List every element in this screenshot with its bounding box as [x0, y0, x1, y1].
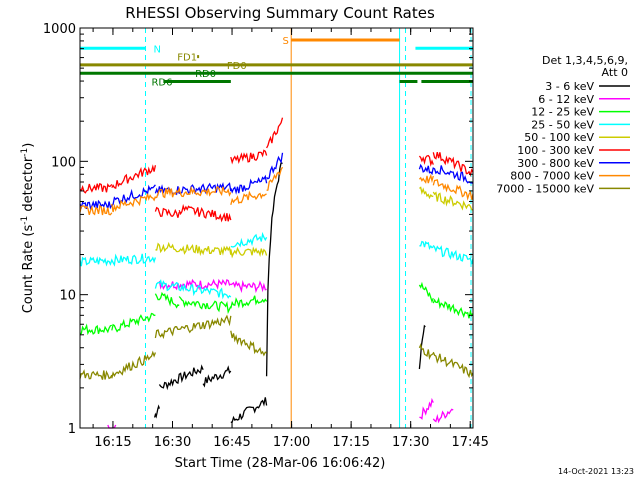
status-bar-label-s: S: [282, 36, 288, 47]
series-line-4-seg-1: [230, 246, 268, 259]
series-line-2-seg-1: [111, 312, 156, 333]
plot-area: N S FD1 FD0 RD0 RD6 16:15 16:30 16:45 17:00 17:15 1…: [43, 22, 489, 450]
x-axis-label: Start Time (28-Mar-06 16:06:42): [175, 456, 386, 471]
series-line-6-seg-1: [111, 184, 156, 207]
series-line-2-seg-6: [432, 296, 474, 319]
x-tick-label-3: 17:00: [273, 435, 310, 450]
y-tick-label-3: 1000: [43, 22, 76, 37]
series-line-7-seg-4: [266, 166, 284, 191]
status-bar-label-rd6: RD6: [151, 78, 172, 89]
y-tick-label-0: 1: [68, 422, 76, 437]
x-tick-label-1: 16:30: [154, 435, 191, 450]
series-line-1-seg-3: [419, 397, 434, 420]
timestamp: 14-Oct-2021 13:23: [558, 467, 634, 476]
series-line-4-seg-0: [155, 241, 232, 257]
series-line-7-seg-0: [79, 204, 113, 216]
series-line-0-seg-0: [153, 404, 161, 419]
status-bar-label-rd0: RD0: [195, 69, 216, 80]
x-tick-label-5: 17:30: [392, 435, 429, 450]
series-line-5-seg-6: [418, 154, 434, 167]
series-line-0-seg-5: [418, 324, 426, 370]
series-line-2-seg-3: [178, 296, 232, 315]
chart-title: RHESSI Observing Summary Count Rates: [125, 4, 435, 22]
series-line-0-seg-3: [230, 397, 268, 424]
legend-label-4: 50 - 100 keV: [524, 131, 594, 144]
series-line-6-seg-4: [266, 152, 284, 180]
x-tick-label-0: 16:15: [94, 435, 131, 450]
series-line-0-seg-2: [202, 365, 232, 388]
series-line-0-seg-1: [158, 364, 204, 391]
series-line-2-seg-4: [230, 295, 268, 309]
legend-label-8: 7000 - 15000 keV: [496, 182, 594, 195]
plot-frame: [79, 27, 474, 429]
legend-label-7: 800 - 7000 keV: [510, 170, 594, 183]
status-bar-label-n: N: [153, 44, 160, 55]
series-line-4-seg-3: [432, 191, 474, 211]
legend-label-6: 300 - 800 keV: [517, 157, 594, 170]
series-line-6-seg-6: [432, 165, 474, 184]
series-line-7-seg-5: [418, 173, 434, 184]
y-axis-label: Count Rate (s-1 detector-1): [20, 143, 36, 314]
series-line-4-seg-2: [419, 186, 434, 200]
series-line-8-seg-4: [418, 343, 434, 360]
legend-label-1: 6 - 12 keV: [538, 93, 594, 106]
series-line-8-seg-2: [154, 314, 232, 340]
series-line-5-seg-3: [178, 203, 232, 223]
series-line-1-seg-2: [230, 279, 267, 294]
series-line-5-seg-0: [79, 182, 113, 194]
series-line-3-seg-2: [230, 231, 268, 248]
legend-label-3: 25 - 50 keV: [531, 118, 594, 131]
y-tick-label-1: 10: [59, 289, 76, 304]
series-line-5-seg-7: [432, 151, 474, 177]
series-line-8-seg-0: [79, 369, 113, 380]
x-tick-label-6: 17:45: [451, 435, 488, 450]
series-line-3-seg-4: [432, 245, 474, 265]
status-bar-label-fd0: FD0: [227, 61, 247, 72]
legend-label-5: 100 - 300 keV: [517, 144, 594, 157]
series-line-6-seg-5: [418, 163, 434, 176]
series-line-7-seg-2: [155, 185, 232, 199]
legend-header-1: Att 0: [602, 66, 628, 79]
series-line-5-seg-4: [230, 149, 268, 165]
series-line-7-seg-6: [432, 179, 474, 201]
series-line-3-seg-3: [419, 240, 434, 251]
series-line-2-seg-2: [154, 291, 180, 309]
series-line-8-seg-3: [230, 330, 267, 357]
series-line-3-seg-0: [79, 253, 157, 267]
x-tick-label-2: 16:45: [213, 435, 250, 450]
series-line-1-seg-4: [432, 408, 454, 424]
series-line-8-seg-1: [111, 350, 157, 379]
series-line-7-seg-1: [111, 193, 157, 213]
series-line-2-seg-5: [418, 281, 434, 304]
series-line-3-seg-1: [154, 279, 232, 300]
y-tick-label-2: 100: [51, 155, 76, 170]
legend-label-0: 3 - 6 keV: [545, 80, 594, 93]
series-line-8-seg-5: [432, 351, 474, 379]
series-line-5-seg-1: [111, 164, 157, 189]
legend-header-0: Det 1,3,4,5,6,9,: [542, 54, 628, 67]
x-tick-label-4: 17:15: [332, 435, 369, 450]
series-line-7-seg-3: [230, 190, 267, 205]
series-line-2-seg-0: [79, 323, 113, 336]
series-line-6-seg-3: [230, 174, 268, 195]
series-line-5-seg-5: [266, 117, 284, 149]
series-line-0-seg-4: [265, 161, 283, 377]
status-bar-label-fd1: FD1: [177, 53, 197, 64]
legend-label-2: 12 - 25 keV: [531, 106, 594, 119]
series-line-5-seg-2: [154, 206, 180, 218]
series-line-6-seg-0: [79, 199, 113, 212]
